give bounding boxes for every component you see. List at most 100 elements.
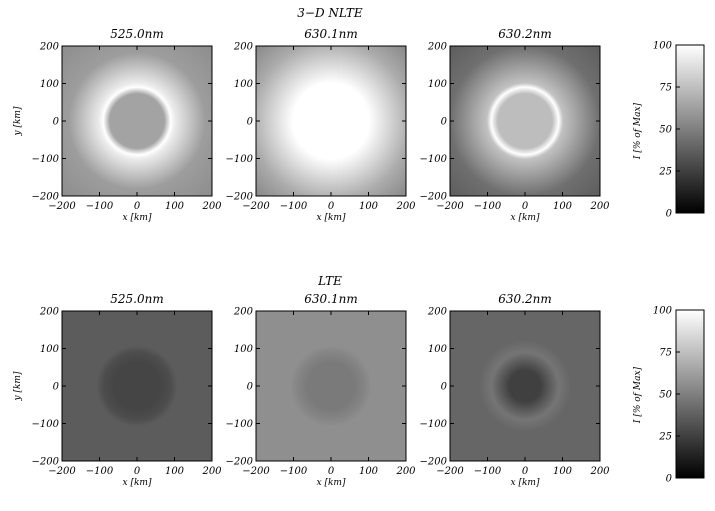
x-tick-label: −100 <box>474 466 502 477</box>
colorbar-gradient <box>675 309 705 479</box>
x-tick-label: 100 <box>359 466 379 477</box>
row-2-title: LTE <box>317 274 342 288</box>
x-tick-label: 100 <box>553 201 573 212</box>
x-axis-label: x [km] <box>511 213 540 223</box>
colorbar-tick-label: 50 <box>659 390 672 401</box>
panel-image <box>450 46 600 196</box>
y-tick-label: 0 <box>53 382 60 393</box>
colorbar-1-label: I [% of Max] <box>633 102 643 160</box>
x-tick-label: −200 <box>242 201 270 212</box>
panel-2-1-title: 525.0nm <box>110 292 163 306</box>
x-axis-label: x [km] <box>317 478 346 488</box>
x-tick-label: 0 <box>522 201 529 212</box>
panel-1-3: 630.2nm −200 −100 0 100 200 x [km] −200 −100 0 10… <box>420 27 611 223</box>
x-tick-label: 200 <box>589 466 610 477</box>
x-tick-label: 200 <box>201 201 222 212</box>
x-tick-label: −200 <box>48 466 76 477</box>
x-tick-label: 100 <box>165 466 185 477</box>
y-tick-label: 200 <box>427 307 448 318</box>
y-tick-label: −100 <box>226 419 254 430</box>
colorbar-tick-label: 25 <box>658 432 672 443</box>
x-tick-label: 200 <box>395 201 416 212</box>
x-tick-label: −100 <box>280 201 308 212</box>
y-tick-label: −100 <box>32 419 60 430</box>
y-tick-label: 200 <box>39 307 60 318</box>
colorbar-tick-label: 0 <box>666 209 673 220</box>
y-tick-label: −100 <box>420 154 448 165</box>
y-tick-label: 200 <box>39 42 60 53</box>
x-axis-label: x [km] <box>317 213 346 223</box>
y-tick-label: 200 <box>427 42 448 53</box>
y-tick-label: −200 <box>420 457 448 468</box>
x-tick-label: 0 <box>134 201 141 212</box>
colorbar-1: I [% of Max] 0 25 50 75 100 <box>633 41 705 220</box>
y-tick-label: −200 <box>32 192 60 203</box>
x-tick-label: 200 <box>201 466 222 477</box>
y-tick-label: −200 <box>420 192 448 203</box>
y-tick-label: −200 <box>32 457 60 468</box>
x-tick-label: 200 <box>395 466 416 477</box>
y-tick-label: 0 <box>53 117 60 128</box>
y-tick-label: −200 <box>226 457 254 468</box>
x-tick-label: −100 <box>474 201 502 212</box>
x-tick-label: 100 <box>165 201 185 212</box>
y-axis-label: y [km] <box>13 371 23 401</box>
x-tick-label: −200 <box>242 466 270 477</box>
y-tick-label: 100 <box>40 344 60 355</box>
x-tick-label: −200 <box>48 201 76 212</box>
x-tick-label: 0 <box>522 466 529 477</box>
panel-image <box>256 46 406 196</box>
x-tick-label: −100 <box>86 466 114 477</box>
x-axis-label: x [km] <box>123 213 152 223</box>
colorbar-tick-label: 100 <box>653 41 673 52</box>
x-tick-label: 100 <box>359 201 379 212</box>
y-tick-label: 200 <box>233 307 254 318</box>
y-axis-label: y [km] <box>13 106 23 136</box>
colorbar-tick-label: 100 <box>653 306 673 317</box>
x-tick-label: 0 <box>328 466 335 477</box>
y-tick-label: 0 <box>441 382 448 393</box>
colorbar-tick-label: 75 <box>659 83 672 94</box>
y-tick-label: 0 <box>441 117 448 128</box>
colorbar-tick-label: 25 <box>658 167 672 178</box>
colorbar-2-label: I [% of Max] <box>633 366 643 424</box>
x-tick-label: −100 <box>280 466 308 477</box>
panel-2-3-title: 630.2nm <box>498 292 551 306</box>
y-tick-label: −100 <box>32 154 60 165</box>
x-tick-label: −100 <box>86 201 114 212</box>
y-tick-label: 100 <box>234 344 254 355</box>
panel-1-2: 630.1nm −200 −100 0 100 200 x [km] −200 −100 0 10… <box>226 27 417 223</box>
y-tick-label: −100 <box>420 419 448 430</box>
panel-image <box>62 46 212 196</box>
x-tick-label: 0 <box>134 466 141 477</box>
x-tick-label: 0 <box>328 201 335 212</box>
panel-1-1-title: 525.0nm <box>110 27 163 41</box>
colorbar-2: I [% of Max] 0 25 50 75 100 <box>633 306 705 485</box>
colorbar-tick-label: 75 <box>659 348 672 359</box>
y-tick-label: −200 <box>226 192 254 203</box>
y-tick-label: −100 <box>226 154 254 165</box>
y-tick-label: 100 <box>428 79 448 90</box>
x-tick-label: 100 <box>553 466 573 477</box>
panel-1-1: 525.0nm −200 −100 0 100 200 x [km] −200 −100 0 10… <box>13 27 222 223</box>
y-tick-label: 0 <box>247 382 254 393</box>
panel-image <box>62 311 212 461</box>
panel-image <box>450 311 600 461</box>
panel-2-2: 630.1nm −200 −100 0 100 200 x [km] −200 −100 0 10… <box>226 292 417 488</box>
panel-2-2-title: 630.1nm <box>304 292 357 306</box>
panel-2-3: 630.2nm −200 −100 0 100 200 x [km] −200 −100 0 10… <box>420 292 611 488</box>
x-axis-label: x [km] <box>511 478 540 488</box>
y-tick-label: 200 <box>233 42 254 53</box>
panel-1-3-title: 630.2nm <box>498 27 551 41</box>
y-tick-label: 100 <box>234 79 254 90</box>
x-axis-label: x [km] <box>123 478 152 488</box>
panel-2-1: 525.0nm −200 −100 0 100 200 x [km] −200 −100 0 10… <box>13 292 222 488</box>
x-tick-label: −200 <box>436 201 464 212</box>
y-tick-label: 100 <box>428 344 448 355</box>
panel-1-2-title: 630.1nm <box>304 27 357 41</box>
panel-image <box>256 311 406 461</box>
x-tick-label: −200 <box>436 466 464 477</box>
x-tick-label: 200 <box>589 201 610 212</box>
colorbar-tick-label: 0 <box>666 474 673 485</box>
